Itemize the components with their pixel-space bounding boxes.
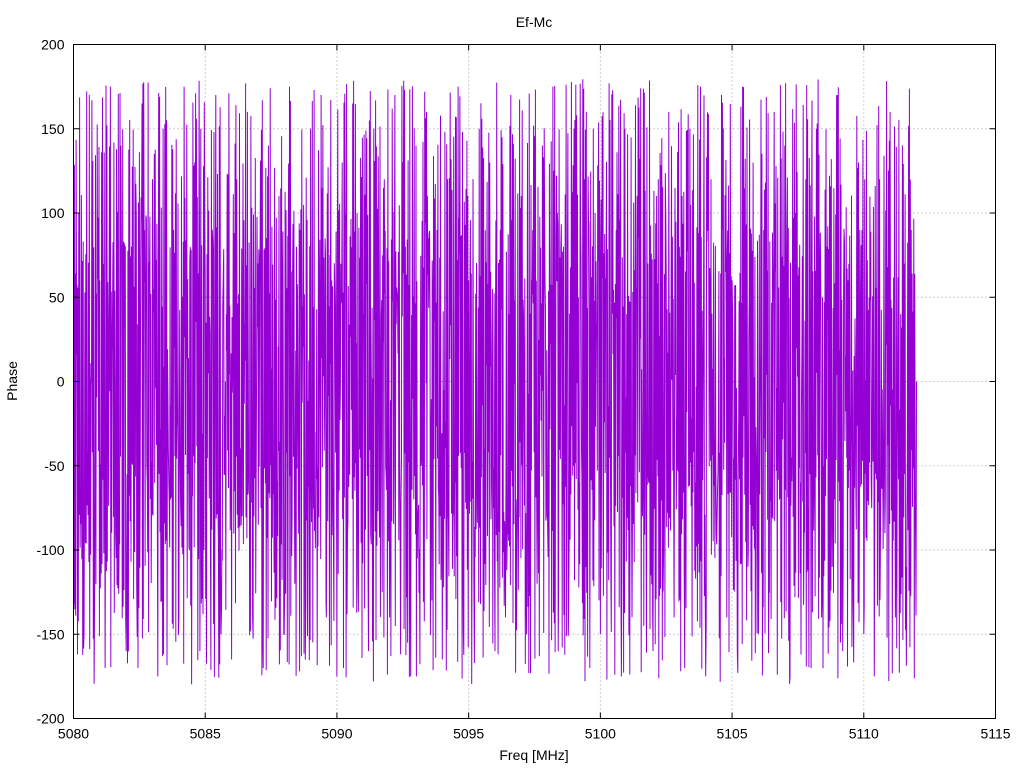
x-tick-label: 5090 — [321, 726, 352, 742]
y-tick-label: -200 — [36, 711, 64, 727]
y-tick-label: 100 — [41, 205, 65, 221]
x-tick-label: 5110 — [849, 726, 879, 742]
y-tick-label: 150 — [41, 121, 65, 137]
y-tick-label: 200 — [41, 37, 65, 53]
y-tick-label: -150 — [36, 626, 64, 642]
x-tick-label: 5100 — [585, 726, 616, 742]
data-layer — [73, 79, 917, 685]
y-axis-label: Phase — [4, 361, 20, 401]
phase-series-line — [73, 79, 917, 685]
y-tick-label: -100 — [36, 542, 64, 558]
y-tick-label: -50 — [44, 458, 64, 474]
x-tick-label: 5085 — [190, 726, 221, 742]
y-tick-label: 0 — [57, 374, 65, 390]
x-tick-label: 5080 — [58, 726, 89, 742]
y-tick-label: 50 — [49, 289, 65, 305]
chart-title: Ef-Mc — [516, 14, 553, 30]
x-tick-label: 5095 — [453, 726, 484, 742]
x-tick-label: 5105 — [716, 726, 747, 742]
x-axis-label: Freq [MHz] — [499, 747, 568, 763]
tick-layer: 5080 5085 5090 5095 5100 5105 5110 5115 -200 -150… — [36, 37, 1010, 742]
x-tick-label: 5115 — [980, 726, 1010, 742]
